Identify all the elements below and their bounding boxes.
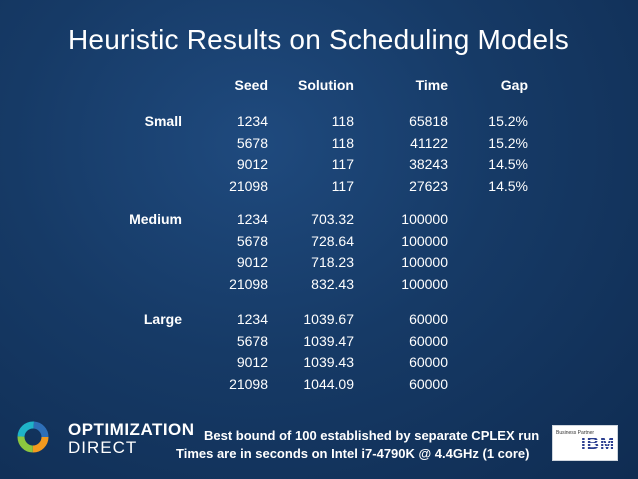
header-solution: Solution [298,77,354,93]
cell-seed: 5678 [236,135,268,151]
cell-solution: 1039.67 [303,311,354,327]
cell-time: 60000 [409,354,448,370]
cell-seed: 9012 [236,254,268,270]
partner-text: Business Partner [556,430,595,436]
cell-gap: 14.5% [488,178,528,194]
cell-solution: 118 [331,113,354,129]
cell-solution: 117 [331,178,354,194]
group-label: Medium [129,211,182,227]
cell-time: 100000 [401,276,448,292]
cell-solution: 832.43 [311,276,354,292]
cell-solution: 1039.43 [303,354,354,370]
logo-text-direct: DIRECT [68,438,138,457]
cell-time: 60000 [409,376,448,392]
cell-time: 100000 [401,233,448,249]
slide-title: Heuristic Results on Scheduling Models [68,24,569,55]
cell-seed: 9012 [236,354,268,370]
cell-seed: 5678 [236,333,268,349]
header-seed: Seed [234,77,268,93]
cell-seed: 21098 [229,276,268,292]
cell-seed: 21098 [229,178,268,194]
cell-time: 60000 [409,333,448,349]
cell-time: 27623 [409,178,448,194]
cell-solution: 118 [331,135,354,151]
cell-solution: 1039.47 [303,333,354,349]
header-time: Time [415,77,448,93]
optimization-direct-logo-icon [17,421,49,453]
cell-seed: 1234 [236,211,268,227]
footnote-times: Times are in seconds on Intel i7-4790K @… [176,446,530,461]
cell-seed: 5678 [236,233,268,249]
footnote-best-bound: Best bound of 100 established by separat… [204,428,540,443]
cell-time: 100000 [401,254,448,270]
cell-seed: 1234 [236,311,268,327]
ibm-business-partner-logo: Business Partner IBM [552,425,618,461]
cell-time: 38243 [409,156,448,172]
cell-gap: 14.5% [488,156,528,172]
group-label: Small [144,113,182,129]
ibm-logo-icon: IBM [581,434,616,453]
cell-solution: 703.32 [311,211,354,227]
header-gap: Gap [500,77,528,93]
cell-solution: 1044.09 [303,376,354,392]
cell-gap: 15.2% [488,113,528,129]
logo-text-optimization: OPTIMIZATION [68,420,195,439]
cell-time: 65818 [409,113,448,129]
cell-gap: 15.2% [488,135,528,151]
cell-time: 100000 [401,211,448,227]
footer [0,412,638,479]
cell-solution: 728.64 [311,233,354,249]
group-label: Large [143,311,182,327]
cell-seed: 9012 [236,156,268,172]
cell-solution: 718.23 [311,254,354,270]
cell-seed: 21098 [229,376,268,392]
cell-time: 60000 [409,311,448,327]
cell-solution: 117 [331,156,354,172]
cell-time: 41122 [410,135,448,151]
cell-seed: 1234 [236,113,268,129]
